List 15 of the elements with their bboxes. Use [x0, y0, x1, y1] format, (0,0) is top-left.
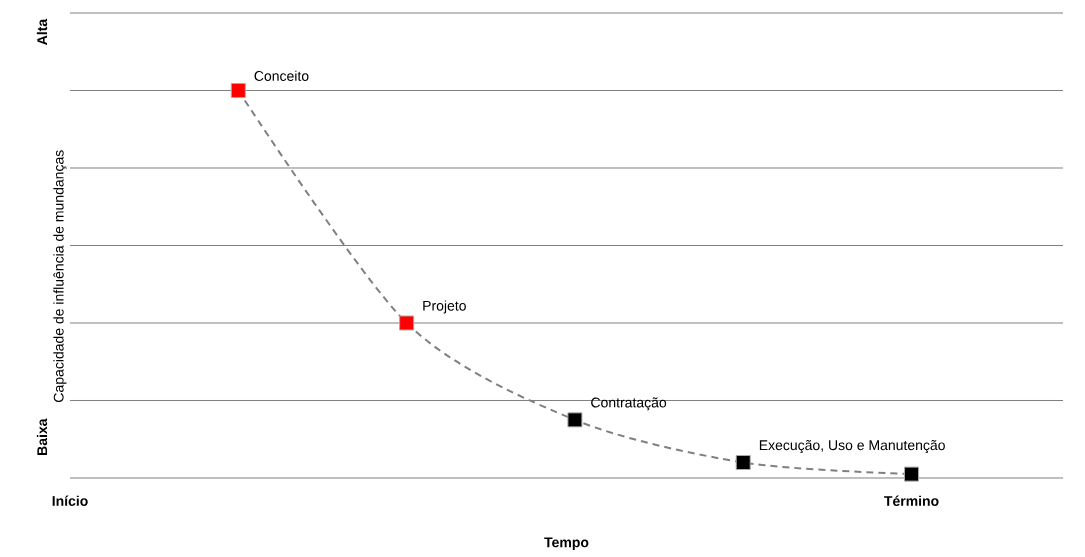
text: Conceito	[254, 70, 309, 81]
x-axis-title: Tempo	[544, 537, 589, 551]
text: Alta	[36, 18, 48, 45]
point	[399, 315, 415, 331]
x-tick-label: Início	[52, 495, 88, 506]
annotation: Projeto	[423, 300, 466, 314]
point	[735, 454, 751, 470]
x-tick-label: Término	[884, 495, 939, 506]
point	[567, 412, 583, 428]
text: Baixa	[36, 418, 48, 455]
annotation: Contratação	[591, 397, 667, 411]
point	[230, 82, 246, 98]
annotation: Execução, Uso e Manutenção	[759, 439, 945, 453]
y-axis-title: Capacidade de influência de mundanças	[53, 150, 67, 402]
point	[904, 466, 920, 482]
